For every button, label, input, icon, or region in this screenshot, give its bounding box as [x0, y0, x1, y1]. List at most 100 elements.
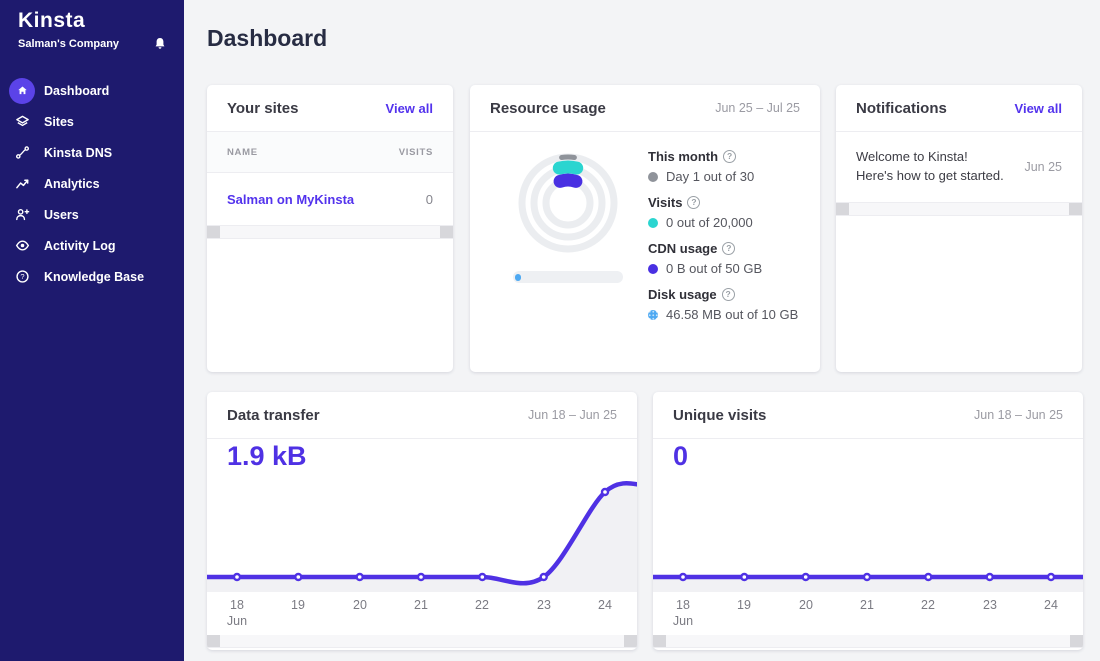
horizontal-scrollbar: [207, 226, 453, 239]
teal-dot-icon: [648, 217, 658, 228]
disk-usage-progress-bar: [513, 271, 623, 283]
unique-visits-header: Unique visits Jun 18 – Jun 25: [653, 392, 1083, 439]
your-sites-header: Your sites View all: [207, 85, 453, 132]
legend-value: 0 B out of 50 GB: [666, 261, 763, 276]
help-icon[interactable]: [722, 242, 736, 255]
x-axis: 18 19 20 21 22 23 24 Jun: [653, 592, 1083, 635]
disk-usage-progress-fill: [515, 273, 521, 281]
question-circle-icon: ?: [9, 264, 35, 290]
legend-group-visits: Visits 0 out of 20,000: [648, 195, 798, 230]
x-tick: 18: [230, 598, 244, 612]
legend-group-cdn-usage: CDN usage 0 B out of 50 GB: [648, 241, 798, 276]
help-icon[interactable]: [721, 288, 735, 301]
sites-table-header: NAME VISITS: [207, 132, 453, 173]
sidebar-label: Analytics: [44, 176, 100, 191]
dns-route-icon: [9, 140, 35, 166]
resource-usage-header: Resource usage Jun 25 – Jul 25: [470, 85, 820, 132]
x-tick: 18: [676, 598, 690, 612]
column-name: NAME: [227, 146, 258, 158]
legend-value: 46.58 MB out of 10 GB: [666, 307, 799, 322]
scrollbar-thumb-right[interactable]: [440, 226, 453, 238]
sidebar-nav: Dashboard Sites Kinsta DNS Analytics: [0, 75, 184, 292]
sidebar-item-dashboard[interactable]: Dashboard: [0, 75, 184, 106]
x-tick: 22: [921, 598, 935, 612]
sidebar-item-kinsta-dns[interactable]: Kinsta DNS: [0, 137, 184, 168]
legend-group-disk-usage: Disk usage 46.58 MB out of 10 GB: [648, 287, 798, 322]
sidebar-label: Knowledge Base: [44, 269, 145, 284]
scrollbar-thumb-right[interactable]: [1069, 203, 1082, 215]
main-content: Dashboard Your sites View all NAME VISIT…: [184, 0, 1100, 661]
data-transfer-card: Data transfer Jun 18 – Jun 25 1.9 kB 18 …: [207, 392, 637, 650]
page-title: Dashboard: [207, 25, 328, 51]
user-plus-icon: [9, 202, 35, 228]
your-sites-card: Your sites View all NAME VISITS Salman o…: [207, 85, 453, 372]
x-tick: 19: [291, 598, 305, 612]
unique-visits-total: 0: [673, 441, 689, 471]
sidebar-label: Kinsta DNS: [44, 145, 113, 160]
trending-up-icon: [9, 171, 35, 197]
x-tick: 24: [1044, 598, 1058, 612]
scrollbar-thumb-left[interactable]: [836, 203, 849, 215]
view-all-sites-link[interactable]: View all: [385, 100, 433, 116]
legend-value: Day 1 out of 30: [666, 169, 755, 184]
data-transfer-total: 1.9 kB: [227, 441, 307, 471]
sidebar-item-activity-log[interactable]: Activity Log: [0, 230, 184, 261]
legend-label: CDN usage: [648, 241, 718, 256]
eye-icon: [9, 233, 35, 259]
notification-item[interactable]: Welcome to Kinsta! Here's how to get sta…: [836, 132, 1082, 203]
sidebar-item-users[interactable]: Users: [0, 199, 184, 230]
x-tick: 20: [353, 598, 367, 612]
company-row: Salman's Company: [18, 36, 168, 52]
x-month-label: Jun: [226, 614, 248, 628]
horizontal-scrollbar: [836, 203, 1082, 216]
scrollbar-thumb-left[interactable]: [207, 226, 220, 238]
x-tick: 20: [799, 598, 813, 612]
unique-visits-card: Unique visits Jun 18 – Jun 25 0 18 19 20…: [653, 392, 1083, 650]
notification-text: Welcome to Kinsta! Here's how to get sta…: [856, 149, 1004, 183]
site-name-link[interactable]: Salman on MyKinsta: [227, 191, 355, 207]
sidebar-item-sites[interactable]: Sites: [0, 106, 184, 137]
help-icon[interactable]: [723, 150, 737, 163]
blue-dotted-dot-icon: [648, 309, 658, 320]
help-icon[interactable]: [687, 196, 701, 209]
x-tick: 21: [414, 598, 428, 612]
x-axis: 18 19 20 21 22 23 24 Jun: [207, 592, 637, 635]
card-title: Unique visits: [673, 406, 767, 424]
sidebar-label: Sites: [44, 114, 74, 129]
scrollbar-thumb-right[interactable]: [624, 635, 637, 647]
card-title: Your sites: [227, 99, 299, 117]
scrollbar-thumb-left[interactable]: [653, 635, 666, 647]
view-all-notifications-link[interactable]: View all: [1014, 100, 1062, 116]
gray-dot-icon: [648, 171, 658, 182]
company-name: Salman's Company: [18, 38, 120, 50]
date-range: Jun 18 – Jun 25: [974, 408, 1063, 422]
date-range: Jun 25 – Jul 25: [715, 101, 800, 115]
sidebar-label: Dashboard: [44, 83, 110, 98]
scrollbar-thumb-left[interactable]: [207, 635, 220, 647]
site-visits-value: 0: [425, 191, 433, 207]
notifications-card: Notifications View all Welcome to Kinsta…: [836, 85, 1082, 372]
x-tick: 22: [475, 598, 489, 612]
notification-date: Jun 25: [1024, 160, 1062, 174]
sidebar-item-analytics[interactable]: Analytics: [0, 168, 184, 199]
x-tick: 19: [737, 598, 751, 612]
sidebar: Kinsta Salman's Company Dashboard Sites: [0, 0, 184, 661]
notifications-header: Notifications View all: [836, 85, 1082, 132]
site-row[interactable]: Salman on MyKinsta 0: [207, 173, 453, 226]
legend-group-this-month: This month Day 1 out of 30: [648, 149, 798, 184]
notifications-bell-icon[interactable]: [152, 36, 168, 52]
resource-usage-legend: This month Day 1 out of 30 Visits 0 out …: [648, 149, 798, 333]
data-transfer-header: Data transfer Jun 18 – Jun 25: [207, 392, 637, 439]
legend-label: Visits: [648, 195, 683, 210]
home-icon: [9, 77, 35, 104]
date-range: Jun 18 – Jun 25: [528, 408, 617, 422]
x-tick: 23: [983, 598, 997, 612]
resource-usage-donut-chart: [518, 153, 618, 253]
svg-text:?: ?: [20, 272, 24, 281]
purple-dot-icon: [648, 263, 658, 274]
scrollbar-thumb-right[interactable]: [1070, 635, 1083, 647]
sidebar-item-knowledge-base[interactable]: ? Knowledge Base: [0, 261, 184, 292]
data-transfer-line-chart: [207, 481, 637, 592]
card-title: Data transfer: [227, 406, 320, 424]
column-visits: VISITS: [398, 146, 433, 158]
